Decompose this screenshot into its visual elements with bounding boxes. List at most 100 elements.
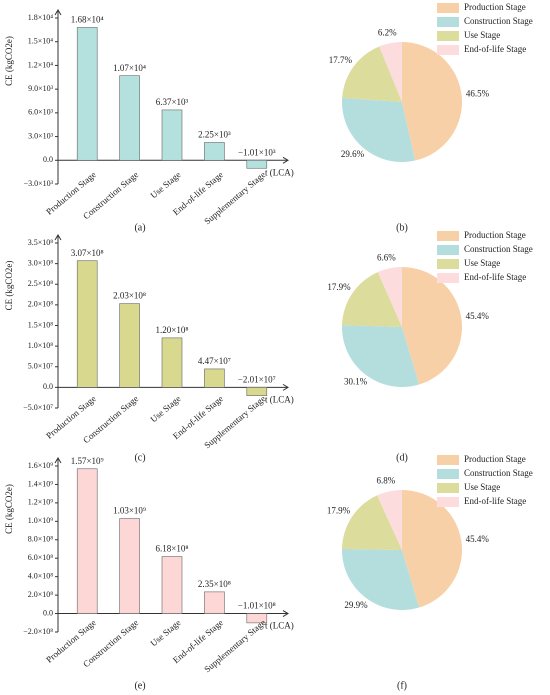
slice-label: 45.4% bbox=[466, 311, 490, 321]
legend-label: Construction Stage bbox=[464, 16, 533, 26]
bar bbox=[204, 368, 225, 388]
caption: (c) bbox=[134, 452, 145, 463]
pie-slice bbox=[342, 495, 402, 550]
x-axis-label: t (LCA) bbox=[265, 621, 294, 631]
y-tick-label: 3.0×10³ bbox=[28, 131, 54, 140]
slice-label: 6.8% bbox=[377, 476, 396, 486]
pie-slice bbox=[342, 548, 420, 610]
slice-label: 45.4% bbox=[466, 534, 490, 544]
x-axis-label: t (LCA) bbox=[265, 167, 294, 177]
y-tick-label: 1.5×10⁴ bbox=[28, 37, 54, 46]
legend-swatch bbox=[437, 483, 459, 493]
y-tick-label: 9.0×10³ bbox=[28, 84, 54, 93]
legend-label: Construction Stage bbox=[464, 244, 533, 254]
y-tick-label: 0.0 bbox=[43, 155, 53, 164]
legend-swatch bbox=[437, 273, 459, 283]
value-label: 1.57×10⁹ bbox=[71, 456, 104, 466]
value-label: 2.25×10³ bbox=[198, 130, 231, 140]
pie-slice bbox=[402, 490, 463, 608]
legend-swatch bbox=[437, 455, 459, 465]
legend-swatch bbox=[437, 45, 459, 55]
value-label: 6.18×10⁸ bbox=[156, 544, 189, 554]
value-label: −1.01×10³ bbox=[238, 147, 276, 157]
y-tick-label: 1.8×10⁴ bbox=[28, 13, 54, 22]
bar bbox=[204, 591, 225, 614]
slice-label: 6.6% bbox=[377, 253, 396, 263]
category-label: Use Stage bbox=[148, 617, 182, 648]
x-axis-label: t (LCA) bbox=[265, 394, 294, 404]
slice-label: 29.6% bbox=[341, 149, 365, 159]
legend-label: Use Stage bbox=[464, 482, 500, 492]
legend-swatch bbox=[437, 259, 459, 269]
pie-slice bbox=[402, 42, 463, 161]
legend-label: Production Stage bbox=[464, 230, 526, 240]
legend-label: End-of-life Stage bbox=[464, 496, 526, 506]
bar bbox=[161, 337, 183, 388]
y-tick-label: 1.2×10⁴ bbox=[28, 60, 54, 69]
y-tick-label: 6.0×10³ bbox=[28, 108, 54, 117]
y-axis-label: CE (kgCO2e) bbox=[4, 36, 14, 86]
bar bbox=[119, 75, 140, 161]
slice-label: 17.7% bbox=[329, 55, 353, 65]
slice-label: 46.5% bbox=[466, 88, 490, 98]
y-tick-label: 3.5×10⁸ bbox=[28, 238, 54, 247]
legend-swatch bbox=[437, 17, 459, 27]
value-label: −1.01×10⁸ bbox=[238, 601, 276, 611]
legend-swatch bbox=[437, 31, 459, 41]
y-tick-label: 1.0×10⁸ bbox=[28, 341, 54, 350]
pie-slice bbox=[342, 97, 416, 162]
bar bbox=[246, 159, 268, 169]
caption: (f) bbox=[397, 680, 407, 691]
y-tick-label: 2.0×10⁸ bbox=[28, 590, 54, 599]
value-label: 6.37×10³ bbox=[156, 97, 189, 107]
pie-slice bbox=[342, 272, 402, 327]
bar bbox=[204, 142, 225, 161]
value-label: 1.20×10⁸ bbox=[156, 325, 189, 335]
bar bbox=[76, 27, 98, 161]
y-tick-label: 1.2×10⁹ bbox=[28, 498, 54, 507]
pie-slice bbox=[379, 42, 402, 102]
y-tick-label: 1.0×10⁹ bbox=[28, 516, 54, 525]
bar bbox=[76, 260, 98, 388]
y-axis bbox=[54, 457, 62, 632]
value-label: 1.68×10⁴ bbox=[71, 15, 104, 25]
pie-slice bbox=[377, 490, 402, 550]
bar bbox=[246, 387, 268, 396]
value-label: 4.47×10⁷ bbox=[198, 356, 231, 366]
y-tick-label: 1.6×10⁹ bbox=[28, 461, 54, 470]
pie-slice bbox=[377, 267, 402, 327]
pie-slice bbox=[402, 267, 463, 385]
legend-label: Production Stage bbox=[464, 2, 526, 12]
y-tick-label: 5.0×10⁷ bbox=[28, 362, 54, 371]
legend-swatch bbox=[437, 231, 459, 241]
slice-label: 17.9% bbox=[327, 506, 351, 516]
category-label: Use Stage bbox=[148, 393, 182, 424]
caption: (a) bbox=[134, 222, 145, 233]
legend-swatch bbox=[437, 245, 459, 255]
value-label: −2.01×10⁷ bbox=[238, 374, 276, 384]
y-tick-label: −5.0×10⁷ bbox=[23, 403, 53, 412]
value-label: 2.35×10⁸ bbox=[198, 579, 231, 589]
legend-label: Production Stage bbox=[464, 454, 526, 464]
value-label: 3.07×10⁸ bbox=[71, 248, 104, 258]
legend-label: End-of-life Stage bbox=[464, 44, 526, 54]
legend-swatch bbox=[437, 469, 459, 479]
y-tick-label: 1.5×10⁸ bbox=[28, 320, 54, 329]
value-label: 2.03×10⁸ bbox=[113, 291, 146, 301]
slice-label: 17.9% bbox=[327, 282, 351, 292]
y-axis bbox=[54, 234, 62, 408]
caption: (d) bbox=[396, 452, 408, 463]
bar bbox=[246, 613, 268, 624]
y-tick-label: 8.0×10⁸ bbox=[28, 535, 54, 544]
bar bbox=[161, 109, 183, 161]
slice-label: 29.9% bbox=[344, 600, 368, 610]
caption: (b) bbox=[396, 222, 408, 233]
legend-swatch bbox=[437, 497, 459, 507]
y-tick-label: 0.0 bbox=[43, 608, 53, 617]
legend-label: End-of-life Stage bbox=[464, 272, 526, 282]
y-tick-label: 6.0×10⁸ bbox=[28, 553, 54, 562]
bar bbox=[161, 556, 183, 614]
legend-label: Construction Stage bbox=[464, 468, 533, 478]
y-tick-label: 1.4×10⁹ bbox=[28, 479, 54, 488]
